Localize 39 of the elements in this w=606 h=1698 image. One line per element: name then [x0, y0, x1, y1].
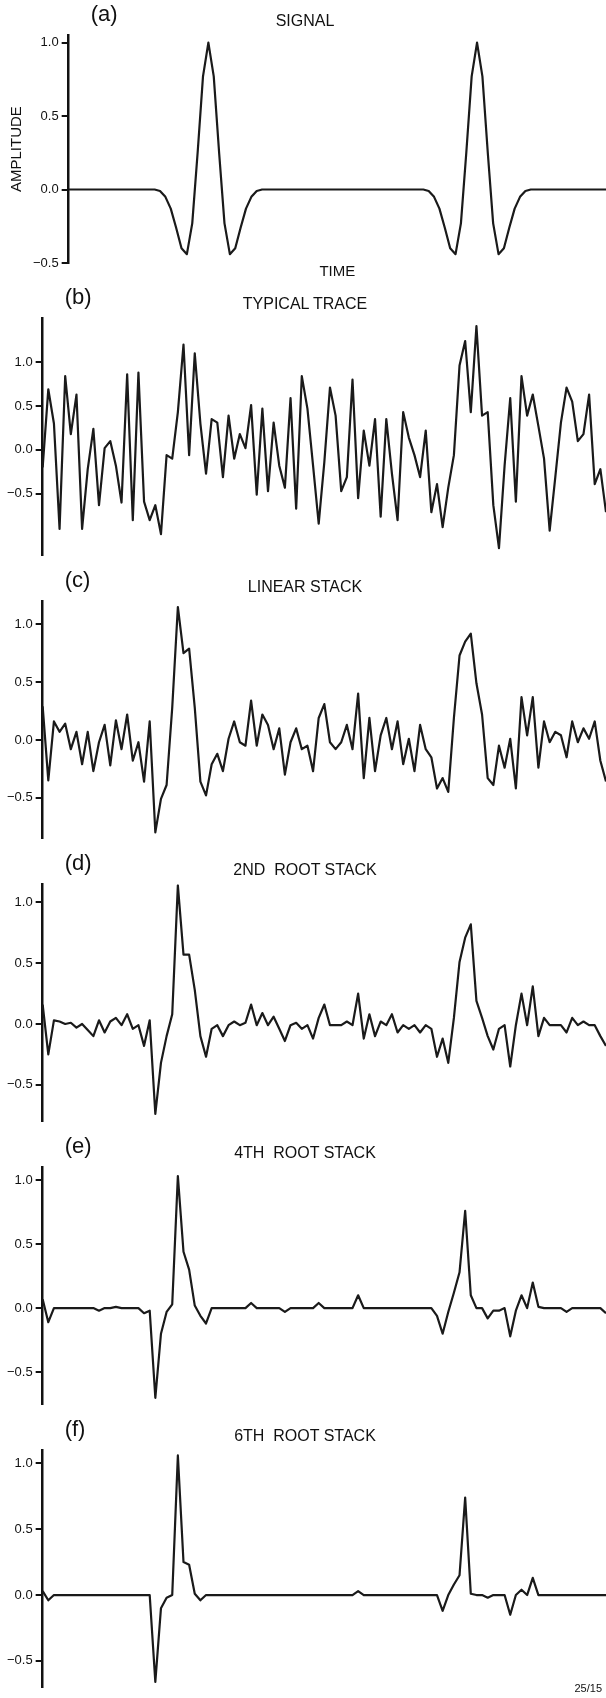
- y-tick-label: 1.0: [14, 1171, 33, 1187]
- y-tick-label: −0.5: [6, 1363, 33, 1379]
- y-tick-label: 0.5: [14, 397, 33, 413]
- text: (c): [64, 567, 91, 593]
- y-tick-label: 0.0: [14, 1015, 33, 1031]
- chart-title: 6TH ROOT STACK: [234, 1427, 377, 1445]
- y-tick-label: −0.5: [6, 1076, 33, 1092]
- text: (d): [64, 850, 92, 876]
- y-tick-label: 0.0: [14, 1586, 33, 1602]
- text: (b): [64, 284, 92, 310]
- y-tick-label: 0.5: [14, 954, 33, 970]
- y-tick-label: 0.5: [14, 1520, 33, 1536]
- y-tick-label: 1.0: [14, 353, 33, 369]
- chart-title: 4TH ROOT STACK: [234, 1144, 377, 1162]
- chart-title: SIGNAL: [275, 12, 335, 30]
- y-tick-label: −0.5: [6, 485, 33, 501]
- y-tick-label: 0.0: [14, 1299, 33, 1315]
- y-tick-label: −0.5: [6, 789, 33, 805]
- y-tick-label: 1.0: [14, 894, 33, 910]
- y-tick-label: 0.5: [40, 107, 59, 123]
- y-tick-label: 1.0: [14, 615, 33, 631]
- chart-title: TYPICAL TRACE: [242, 295, 368, 313]
- y-tick-label: 0.0: [40, 181, 59, 197]
- text: (e): [64, 1133, 92, 1159]
- y-tick-label: 0.0: [14, 731, 33, 747]
- y-tick-label: 0.5: [14, 673, 33, 689]
- y-tick-label: 1.0: [40, 34, 59, 50]
- text: (f): [64, 1416, 86, 1442]
- y-axis-title: AMPLITUDE: [7, 106, 25, 193]
- chart-title: LINEAR STACK: [247, 578, 363, 596]
- text: (a): [90, 1, 118, 27]
- chart-title: 2ND ROOT STACK: [233, 861, 378, 879]
- y-tick-label: 0.0: [14, 441, 33, 457]
- y-tick-label: −0.5: [32, 254, 59, 270]
- annotation: 25/15: [574, 1681, 602, 1694]
- y-tick-label: 0.5: [14, 1235, 33, 1251]
- y-tick-label: 1.0: [14, 1454, 33, 1470]
- x-axis-title: TIME: [319, 262, 356, 280]
- y-tick-label: −0.5: [6, 1652, 33, 1668]
